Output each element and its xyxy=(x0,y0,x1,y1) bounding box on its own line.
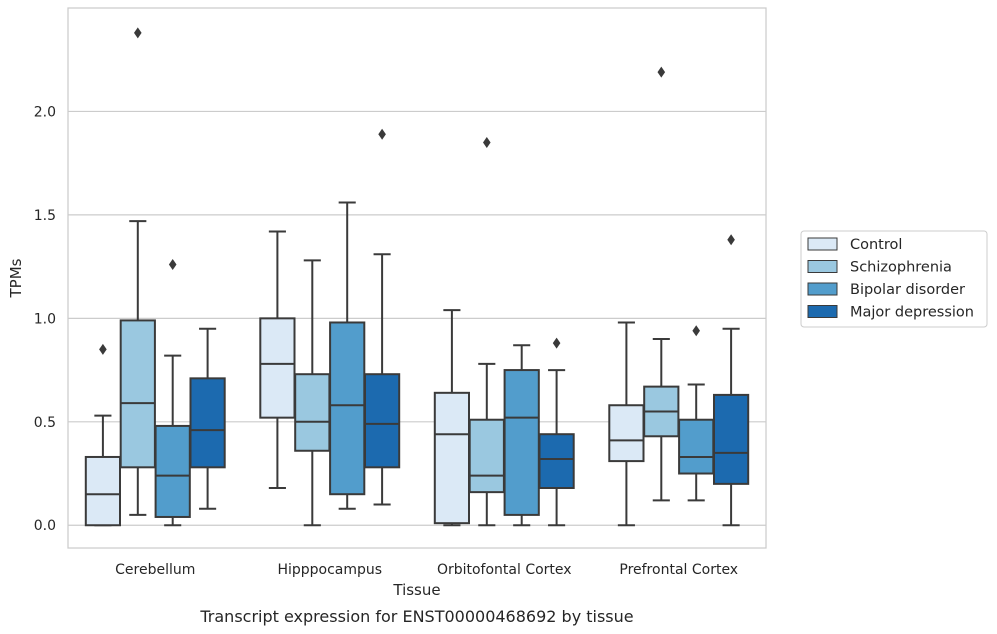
box-bipolar-disorder xyxy=(503,344,540,527)
outlier-marker xyxy=(134,27,142,39)
legend-frame xyxy=(800,230,988,328)
box-control xyxy=(84,343,122,527)
x-axis-title: Tissue xyxy=(392,581,440,599)
box-iqr xyxy=(84,455,122,527)
legend-swatch xyxy=(807,260,838,273)
legend: Control Schizophrenia Bipolar disorder Majo… xyxy=(800,230,988,328)
legend-label: Schizophrenia xyxy=(850,260,952,276)
x-tick-label: Orbitofontal Cortex xyxy=(437,562,572,578)
box-iqr xyxy=(363,373,401,469)
x-tick-label: Cerebellum xyxy=(115,562,195,578)
outlier-marker xyxy=(168,259,177,271)
box-iqr xyxy=(294,373,331,452)
box-schizophrenia xyxy=(468,136,505,527)
box-bipolar-disorder xyxy=(329,201,366,510)
outlier-marker xyxy=(657,66,666,78)
box-major-depression xyxy=(538,337,575,527)
y-tick-label: 2.0 xyxy=(34,104,56,120)
box-iqr xyxy=(119,319,156,469)
outlier-marker xyxy=(378,128,386,140)
box-iqr xyxy=(503,369,540,516)
box-schizophrenia xyxy=(119,27,156,516)
box-iqr xyxy=(608,404,645,463)
y-tick-label: 0.0 xyxy=(34,518,56,534)
box-major-depression xyxy=(363,128,401,506)
x-tick-label: Hipppocampus xyxy=(277,562,382,578)
legend-label: Bipolar disorder xyxy=(850,282,965,298)
box-iqr xyxy=(259,317,296,419)
box-iqr xyxy=(538,433,575,490)
legend-label: Control xyxy=(850,237,902,253)
x-axis-ticks: Cerebellum Hipppocampus Orbitofontal Corte… xyxy=(115,562,738,578)
box-schizophrenia xyxy=(294,259,331,527)
box-iqr xyxy=(712,393,750,485)
y-axis-ticks: 0.0 0.5 1.0 1.5 2.0 xyxy=(34,104,56,534)
y-axis-title: TPMs xyxy=(7,258,25,298)
box-iqr xyxy=(329,321,366,496)
outlier-marker xyxy=(727,234,735,246)
legend-swatch xyxy=(807,237,838,251)
box-bipolar-disorder xyxy=(678,325,715,502)
y-tick-label: 0.5 xyxy=(34,415,56,431)
box-iqr xyxy=(433,391,471,525)
box-bipolar-disorder xyxy=(154,259,191,527)
box-groups xyxy=(84,27,750,527)
outlier-marker xyxy=(483,136,491,148)
legend-swatch xyxy=(807,282,838,296)
box-iqr xyxy=(189,377,226,469)
legend-swatch xyxy=(807,305,838,318)
box-schizophrenia xyxy=(643,66,680,502)
legend-label: Major depression xyxy=(850,305,974,321)
box-iqr xyxy=(154,424,191,518)
outlier-marker xyxy=(692,325,700,337)
outlier-marker xyxy=(99,343,107,355)
box-major-depression xyxy=(189,327,226,510)
box-control xyxy=(259,230,296,489)
figure-caption: Transcript expression for ENST0000046869… xyxy=(199,607,633,626)
y-tick-label: 1.0 xyxy=(34,311,56,327)
y-tick-label: 1.5 xyxy=(34,208,56,224)
grid-lines xyxy=(68,110,766,526)
box-iqr xyxy=(678,418,715,475)
box-iqr xyxy=(468,418,505,494)
outlier-marker xyxy=(552,337,561,349)
x-tick-label: Prefrontal Cortex xyxy=(619,562,738,578)
plot-frame xyxy=(67,7,767,549)
box-control xyxy=(433,309,471,527)
box-major-depression xyxy=(712,234,750,527)
